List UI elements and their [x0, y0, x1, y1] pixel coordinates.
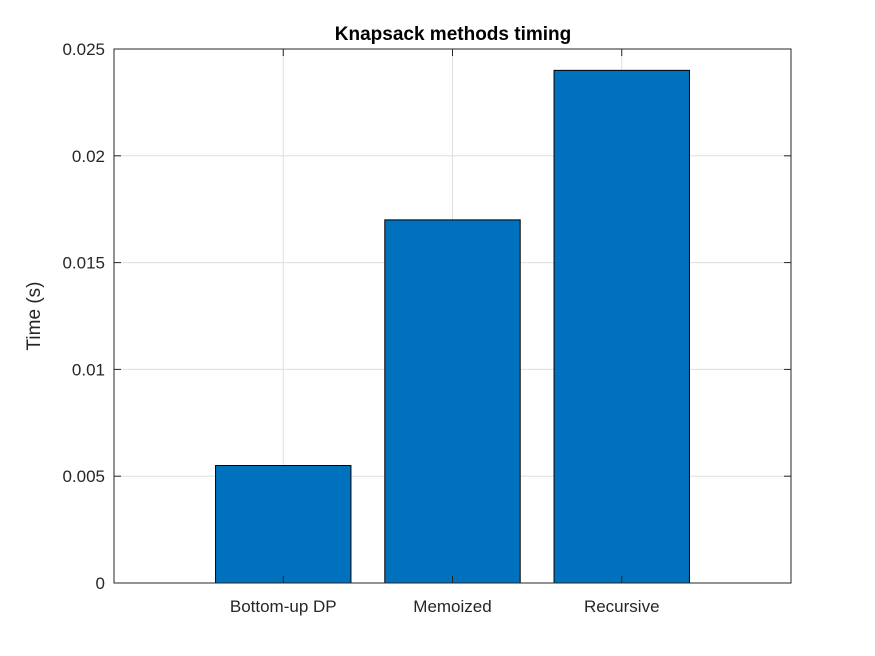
y-tick-label: 0 [96, 574, 105, 593]
x-tick-label: Bottom-up DP [230, 597, 337, 616]
bar-bottom-up-dp [215, 465, 352, 584]
x-tick-labels: Bottom-up DP Memoized Recursive [230, 597, 660, 616]
y-tick-label: 0.025 [62, 40, 105, 59]
bar-memoized [384, 219, 521, 584]
bar-recursive [553, 69, 690, 584]
y-tick-labels: 0 0.005 0.01 0.015 0.02 0.025 [62, 40, 105, 593]
x-tick-label: Memoized [413, 597, 491, 616]
y-tick-label: 0.01 [72, 360, 105, 379]
axis-ticks [114, 48, 791, 584]
y-axis-label: Time (s) [24, 282, 45, 351]
y-tick-label: 0.015 [62, 254, 105, 273]
y-tick-label: 0.005 [62, 467, 105, 486]
x-tick-label: Recursive [584, 597, 660, 616]
y-tick-label: 0.02 [72, 147, 105, 166]
chart-title: Knapsack methods timing [335, 24, 572, 45]
